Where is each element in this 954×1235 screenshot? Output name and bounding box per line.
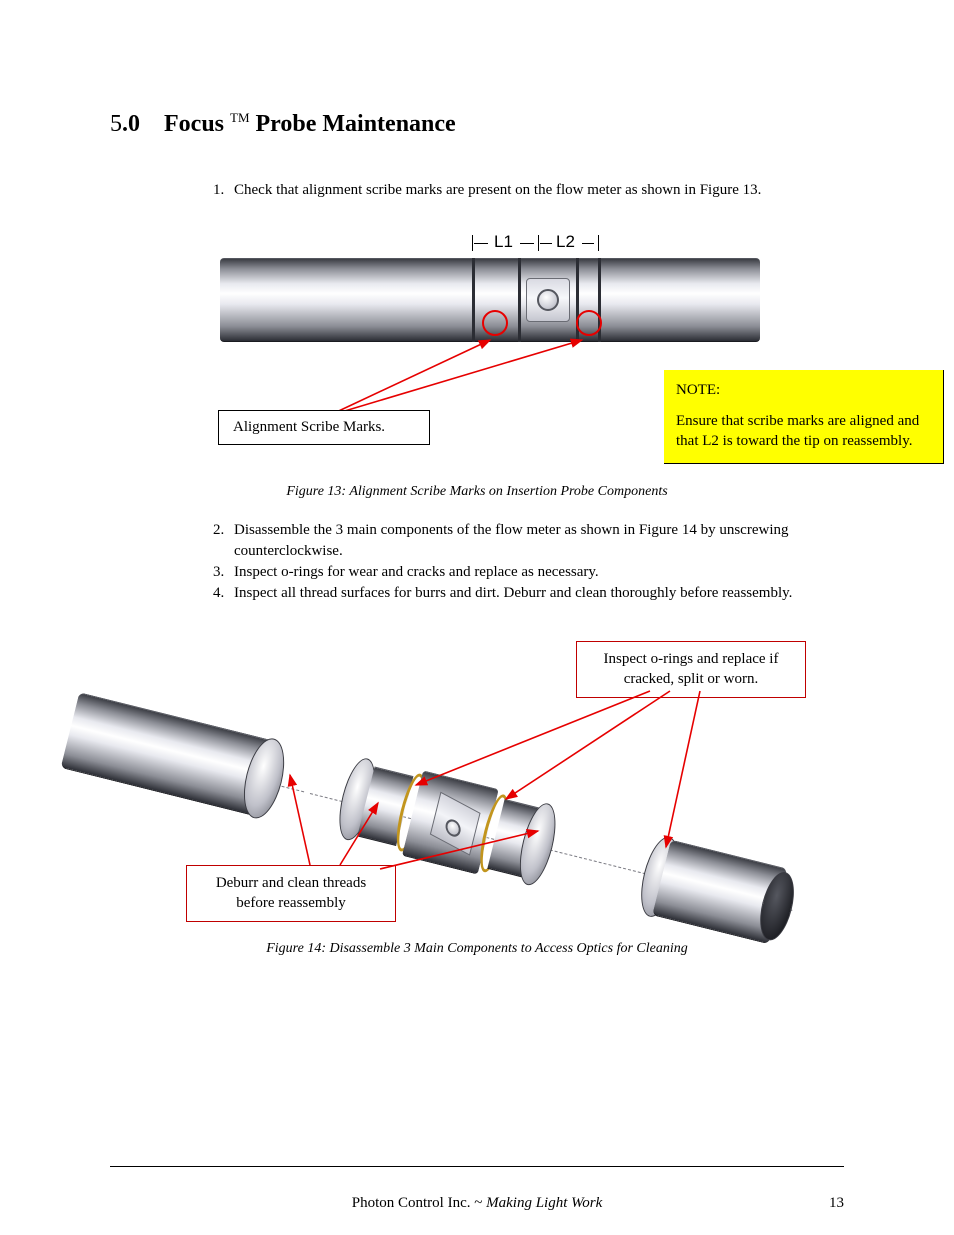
footer-company: Photon Control Inc. <box>352 1195 471 1211</box>
probe-joint <box>526 278 570 322</box>
heading-dotzero: .0 <box>122 111 140 137</box>
footer-tagline: Making Light Work <box>486 1195 602 1211</box>
probe-tube <box>220 258 760 342</box>
figure-13-canvas: L1 L2 <box>110 210 844 470</box>
heading-tm: TM <box>230 110 250 125</box>
note-body: Ensure that scribe marks are aligned and… <box>676 411 931 452</box>
step-item: Inspect o-rings for wear and cracks and … <box>228 562 814 582</box>
step-item: Disassemble the 3 main components of the… <box>228 520 814 561</box>
note-title: NOTE: <box>676 380 931 400</box>
right-tip <box>639 836 803 948</box>
page: 5.0 Focus TM Probe Maintenance Check tha… <box>0 0 954 1235</box>
step-item: Check that alignment scribe marks are pr… <box>228 180 814 200</box>
steps-list-a: Check that alignment scribe marks are pr… <box>200 180 844 200</box>
left-tube <box>61 692 293 821</box>
footer-sep: ~ <box>471 1195 487 1211</box>
deburr-label-box: Deburr and clean threads before reassemb… <box>186 865 396 922</box>
figure-13-caption: Figure 13: Alignment Scribe Marks on Ins… <box>110 484 844 500</box>
footer-page: 13 <box>829 1195 844 1212</box>
dimension-row: L1 L2 <box>472 232 662 256</box>
heading-pre: Focus <box>164 111 224 137</box>
figure-13: L1 L2 <box>110 210 844 500</box>
dim-l1: L1 <box>494 232 513 252</box>
footer-rule <box>110 1166 844 1167</box>
section-heading: 5.0 Focus TM Probe Maintenance <box>110 110 844 138</box>
heading-number: 5 <box>110 111 122 137</box>
figure-14: Inspect o-rings and replace if cracked, … <box>110 635 844 957</box>
figure-14-canvas: Inspect o-rings and replace if cracked, … <box>110 635 844 935</box>
scribe-label-box: Alignment Scribe Marks. <box>218 410 430 445</box>
step-item: Inspect all thread surfaces for burrs an… <box>228 583 814 603</box>
dim-l2: L2 <box>556 232 575 252</box>
steps-list-b: Disassemble the 3 main components of the… <box>200 520 844 603</box>
footer-center: Photon Control Inc. ~ Making Light Work <box>110 1195 844 1212</box>
figure-14-caption: Figure 14: Disassemble 3 Main Components… <box>110 941 844 957</box>
note-box: NOTE: Ensure that scribe marks are align… <box>664 370 944 464</box>
heading-post: Probe Maintenance <box>256 111 456 137</box>
oring-label-box: Inspect o-rings and replace if cracked, … <box>576 641 806 698</box>
